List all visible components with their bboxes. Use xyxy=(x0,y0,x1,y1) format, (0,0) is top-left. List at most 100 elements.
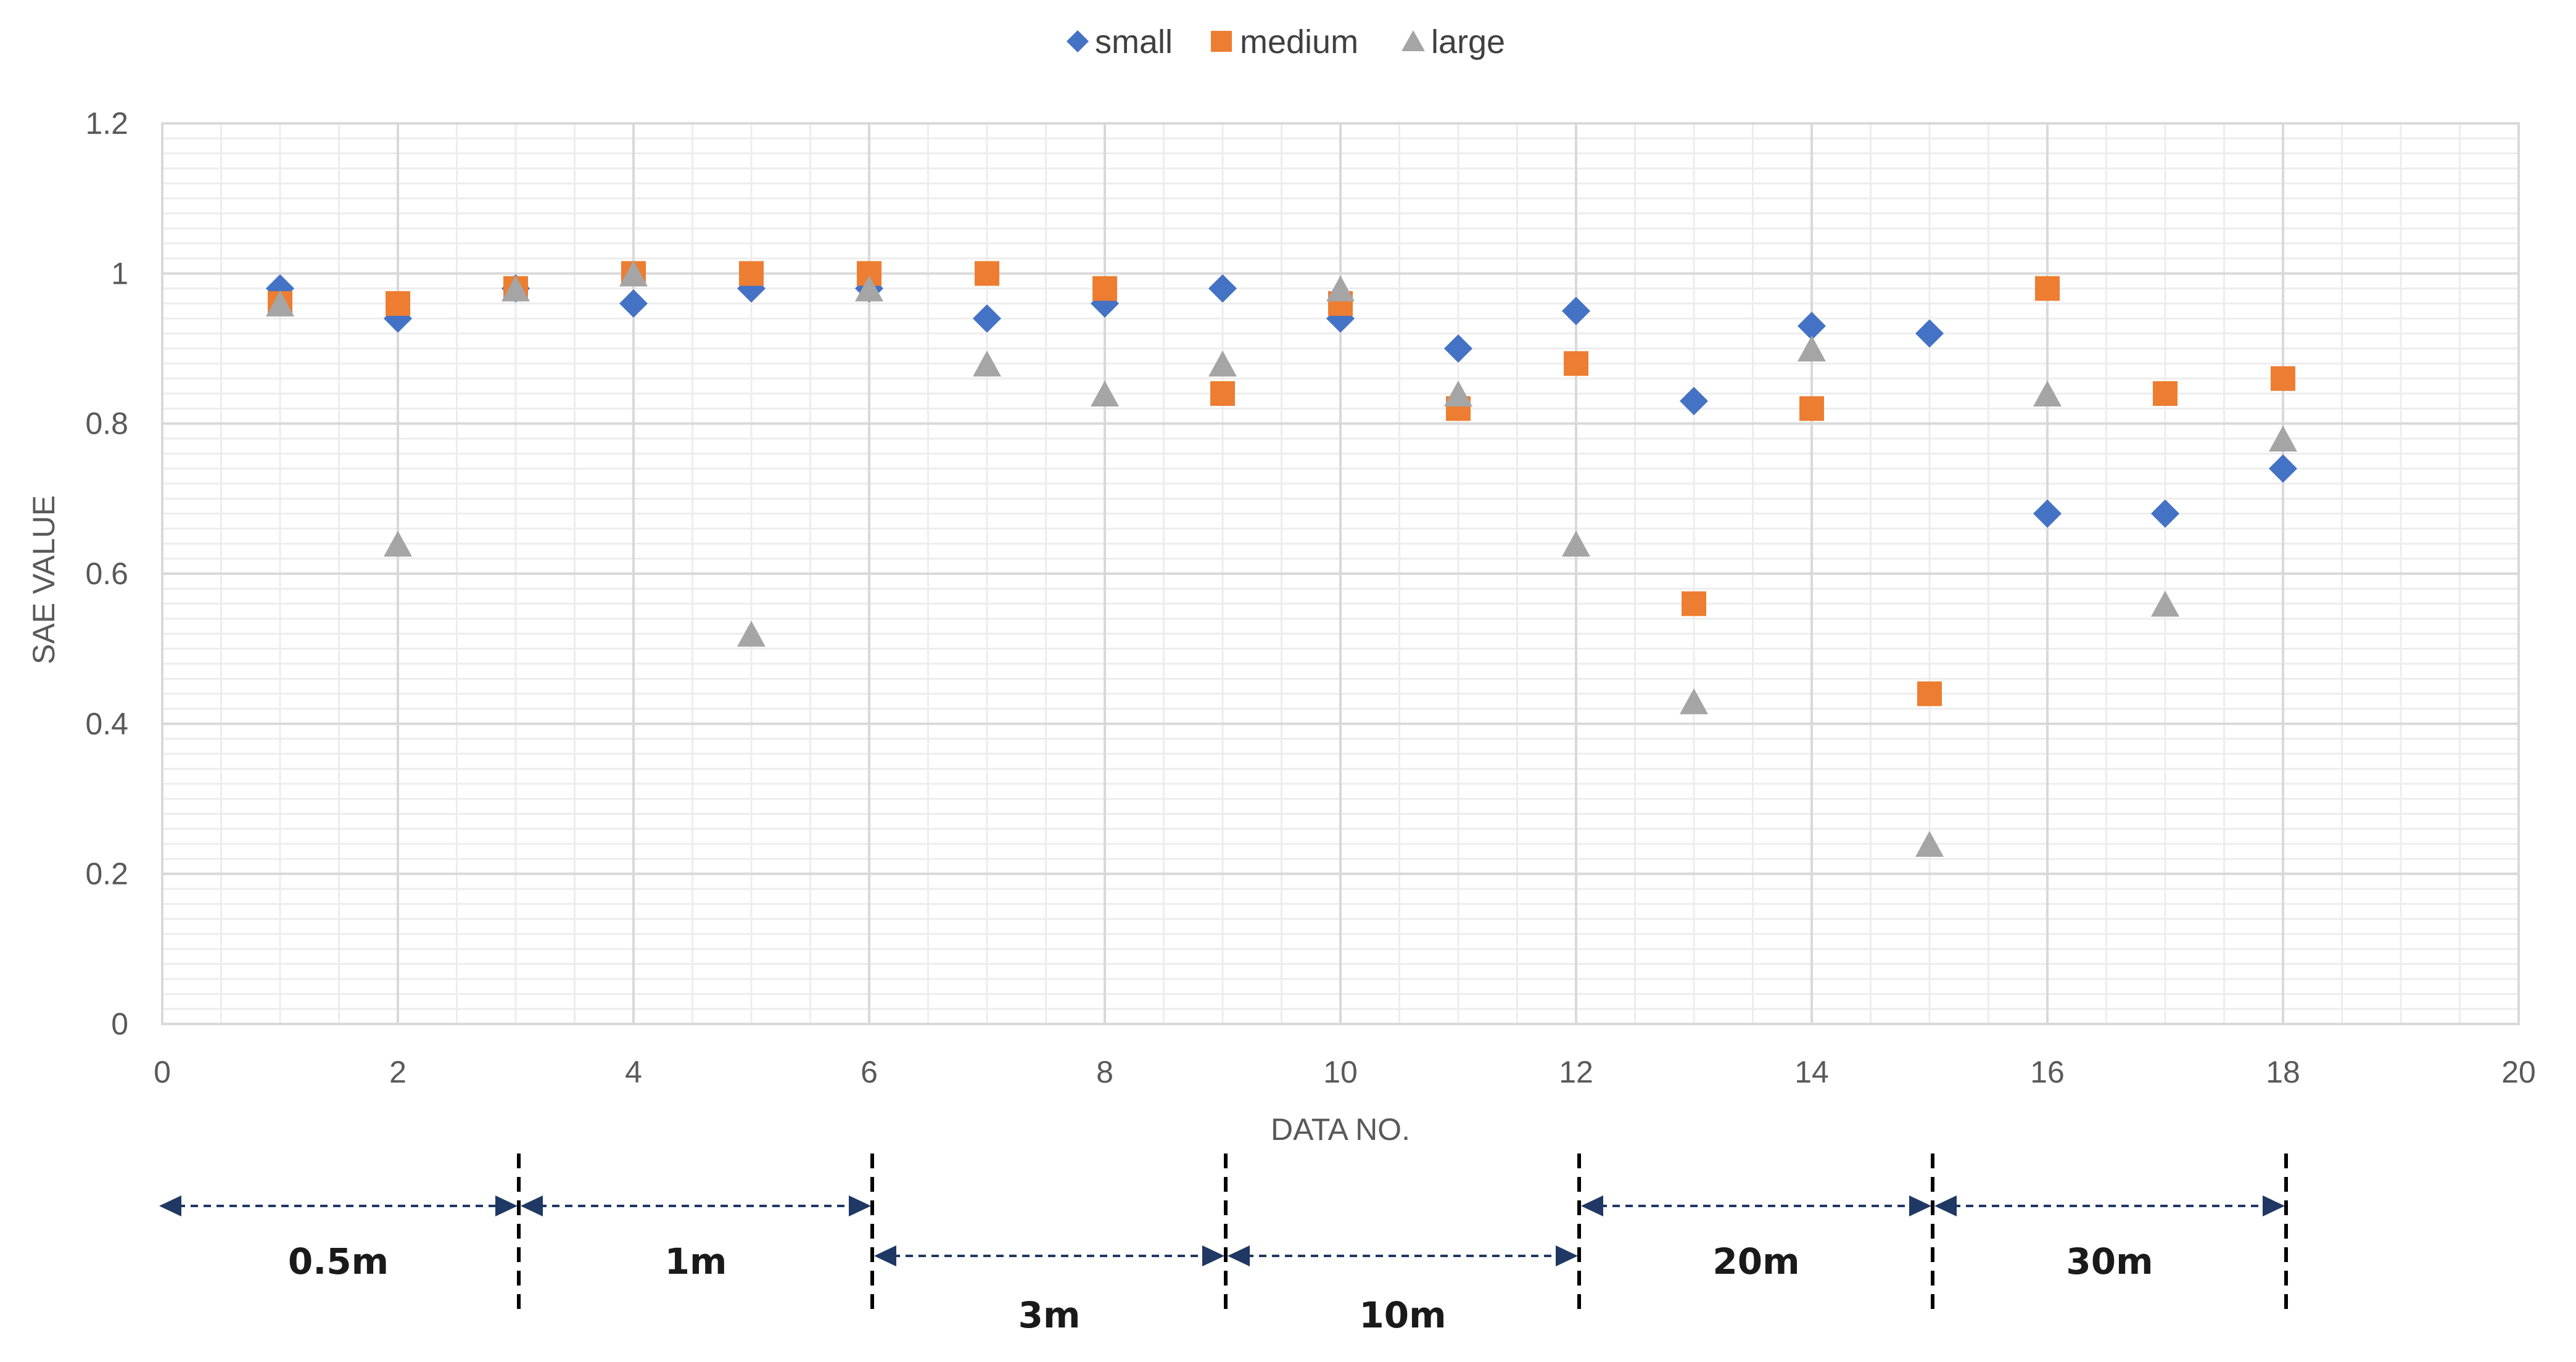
y-tick-label: 0.4 xyxy=(85,706,128,741)
x-tick-label: 0 xyxy=(154,1055,171,1089)
legend-label-medium: medium xyxy=(1240,23,1358,60)
legend-label-small: small xyxy=(1095,23,1173,60)
plot-area-border xyxy=(161,122,2520,1025)
legend-item-small: small xyxy=(1067,23,1173,60)
arrow-left-icon xyxy=(874,1245,896,1266)
large-point xyxy=(1798,336,1826,361)
medium-point xyxy=(2271,366,2295,391)
x-tick-label: 2 xyxy=(389,1055,407,1089)
medium-point xyxy=(1564,351,1588,376)
small-point xyxy=(1562,297,1590,326)
x-tick-labels: 0 2 4 6 8 10 12 14 16 18 20 xyxy=(154,1055,2536,1089)
x-tick-label: 20 xyxy=(2501,1055,2536,1089)
medium-point xyxy=(1092,276,1117,301)
y-tick-label: 0.2 xyxy=(85,857,128,891)
large-point xyxy=(2151,590,2179,617)
large-point xyxy=(1444,381,1472,407)
small-point xyxy=(1680,387,1708,416)
legend-marker-large xyxy=(1402,30,1425,51)
y-tick-label: 1.2 xyxy=(85,106,128,141)
x-tick-label: 4 xyxy=(625,1055,642,1089)
large-point xyxy=(1326,275,1355,302)
x-tick-label: 12 xyxy=(1559,1055,1593,1089)
arrow-right-icon xyxy=(849,1195,871,1216)
arrow-left-icon xyxy=(1581,1195,1603,1216)
y-tick-label: 0.8 xyxy=(85,407,128,441)
range-label: 20m xyxy=(1712,1240,1799,1282)
series-layer xyxy=(266,260,2297,857)
series-large xyxy=(266,260,2297,857)
legend-label-large: large xyxy=(1431,23,1505,60)
y-tick-labels: 0 0.2 0.4 0.6 0.8 1 1.2 xyxy=(85,106,128,1041)
legend-item-large: large xyxy=(1402,23,1505,60)
medium-point xyxy=(1682,591,1706,616)
range-label: 1m xyxy=(665,1240,727,1282)
x-tick-label: 10 xyxy=(1323,1055,1358,1089)
x-tick-label: 14 xyxy=(1794,1055,1829,1089)
medium-point xyxy=(2035,276,2060,301)
range-10m: 10m xyxy=(1228,1245,1578,1336)
range-1m: 1m xyxy=(521,1195,871,1282)
medium-point xyxy=(739,261,764,286)
large-point xyxy=(1562,530,1590,557)
range-30m: 30m xyxy=(1934,1195,2285,1282)
large-point xyxy=(1091,381,1119,407)
grid xyxy=(161,122,2520,1025)
medium-point xyxy=(1210,381,1235,406)
range-3m: 3m xyxy=(874,1245,1224,1336)
medium-point xyxy=(2153,381,2178,406)
large-point xyxy=(619,260,648,287)
arrow-right-icon xyxy=(1909,1195,1931,1216)
small-point xyxy=(1444,334,1472,363)
small-point xyxy=(619,289,648,318)
range-label: 0.5m xyxy=(288,1240,389,1282)
x-tick-label: 16 xyxy=(2030,1055,2065,1089)
medium-point xyxy=(386,291,410,316)
legend-marker-medium xyxy=(1211,31,1232,52)
large-point xyxy=(1680,688,1708,714)
large-point xyxy=(737,621,766,647)
large-point xyxy=(502,275,530,302)
x-tick-label: 8 xyxy=(1096,1055,1113,1089)
arrow-left-icon xyxy=(1934,1195,1957,1216)
medium-point xyxy=(975,261,999,286)
small-point xyxy=(1208,274,1237,303)
range-label: 30m xyxy=(2066,1240,2153,1282)
plot-border xyxy=(161,122,2520,1025)
large-point xyxy=(266,291,294,316)
arrow-right-icon xyxy=(495,1195,518,1216)
range-label: 10m xyxy=(1359,1294,1446,1336)
arrow-left-icon xyxy=(159,1195,181,1216)
medium-point xyxy=(1799,396,1824,421)
large-point xyxy=(2033,381,2062,407)
range-20m: 20m xyxy=(1581,1195,1931,1282)
large-point xyxy=(1208,350,1237,377)
range-0.5m: 0.5m xyxy=(159,1195,518,1282)
arrow-right-icon xyxy=(1202,1245,1224,1266)
y-axis-title: SAE VALUE xyxy=(27,495,61,664)
range-label: 3m xyxy=(1018,1294,1081,1336)
y-tick-label: 0 xyxy=(111,1007,128,1041)
y-tick-label: 0.6 xyxy=(85,556,128,591)
large-point xyxy=(855,275,883,302)
x-tick-label: 6 xyxy=(861,1055,878,1089)
small-point xyxy=(1915,319,1944,348)
medium-point xyxy=(1917,681,1942,706)
large-point xyxy=(2269,426,2297,452)
arrow-left-icon xyxy=(1228,1245,1250,1266)
legend-item-medium: medium xyxy=(1211,23,1358,60)
arrow-left-icon xyxy=(521,1195,543,1216)
large-point xyxy=(1915,831,1944,857)
small-point xyxy=(2151,499,2179,528)
distance-ranges: 0.5m 1m 3m 10m 20m 30m xyxy=(159,1154,2288,1336)
small-point xyxy=(2033,499,2062,528)
x-tick-label: 18 xyxy=(2266,1055,2300,1089)
arrow-right-icon xyxy=(1556,1245,1578,1266)
y-tick-label: 1 xyxy=(111,256,128,291)
small-point xyxy=(973,304,1001,333)
large-point xyxy=(973,350,1001,377)
legend-marker-small xyxy=(1067,30,1089,52)
legend: small medium large xyxy=(1067,23,1505,60)
